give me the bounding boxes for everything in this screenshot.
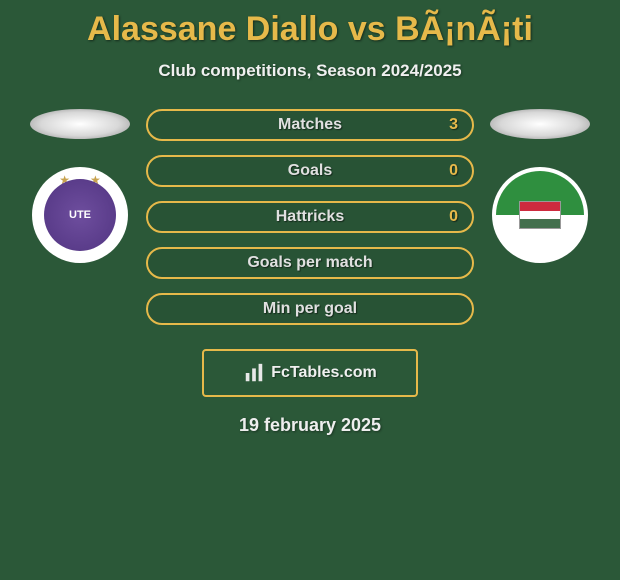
stat-label: Hattricks <box>276 208 344 226</box>
stat-label: Goals per match <box>247 254 372 272</box>
chart-icon <box>243 362 265 384</box>
stat-row-goals: Goals 0 <box>146 155 474 187</box>
stat-row-matches: Matches 3 <box>146 109 474 141</box>
stat-right-value: 0 <box>449 162 458 180</box>
club-logo-left-inner: UTE <box>44 179 116 251</box>
player-right-column <box>480 109 600 263</box>
flag-icon <box>519 201 561 229</box>
date-label: 19 february 2025 <box>0 415 620 436</box>
stat-label: Min per goal <box>263 300 357 318</box>
player-right-avatar-placeholder <box>490 109 590 139</box>
brand-badge: FcTables.com <box>202 349 418 397</box>
page-subtitle: Club competitions, Season 2024/2025 <box>0 61 620 81</box>
stat-row-goals-per-match: Goals per match <box>146 247 474 279</box>
stat-right-value: 3 <box>449 116 458 134</box>
player-left-column: ★ ★ UTE <box>20 109 140 263</box>
club-logo-left: ★ ★ UTE <box>32 167 128 263</box>
page-title: Alassane Diallo vs BÃ¡nÃ¡ti <box>0 0 620 49</box>
comparison-panel: ★ ★ UTE Matches 3 Goals 0 Hattricks 0 Go… <box>0 109 620 325</box>
stats-list: Matches 3 Goals 0 Hattricks 0 Goals per … <box>140 109 480 325</box>
player-left-avatar-placeholder <box>30 109 130 139</box>
stat-row-min-per-goal: Min per goal <box>146 293 474 325</box>
stat-label: Matches <box>278 116 342 134</box>
club-logo-right <box>492 167 588 263</box>
stat-label: Goals <box>288 162 332 180</box>
brand-label: FcTables.com <box>271 364 377 382</box>
stat-right-value: 0 <box>449 208 458 226</box>
stat-row-hattricks: Hattricks 0 <box>146 201 474 233</box>
